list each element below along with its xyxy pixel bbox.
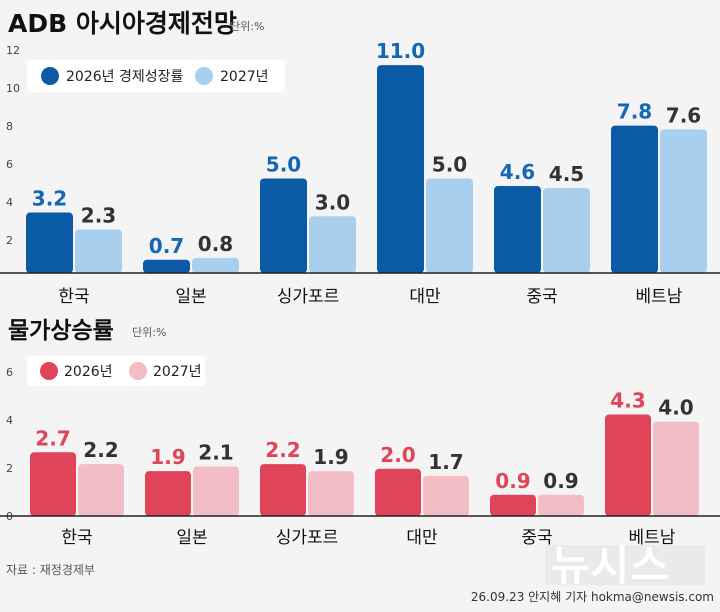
gdp-value-label: 2.3 [81, 204, 116, 228]
cpi-chart-unit: 단위:% [132, 326, 166, 339]
cpi-bars: 2.7 2.2 한국 1.9 2.1 일본 2.2 1.9 싱가포르 2.0 1.7 대만 0.9 0.9… [30, 389, 699, 548]
gdp-value-label: 4.5 [549, 162, 584, 186]
gdp-category-label: 일본 [175, 287, 206, 307]
gdp-y-tick: 2 [6, 234, 13, 247]
gdp-value-label: 4.6 [500, 160, 535, 184]
watermark: 뉴시스 [545, 541, 705, 590]
cpi-category-label: 베트남 [629, 528, 676, 548]
gdp-category-label: 베트남 [636, 287, 683, 307]
cpi-bar [193, 466, 239, 516]
gdp-bar [260, 178, 307, 273]
cpi-category-label: 대만 [406, 528, 438, 548]
cpi-bar [78, 464, 124, 516]
gdp-legend-label-2026: 2026년 경제성장률 [66, 69, 183, 85]
cpi-bar [605, 414, 651, 516]
gdp-y-tick: 4 [6, 196, 13, 209]
cpi-value-label: 1.7 [428, 450, 463, 474]
gdp-y-tick: 10 [6, 82, 20, 95]
gdp-y-tick: 12 [6, 44, 20, 57]
gdp-value-label: 3.2 [32, 187, 67, 211]
gdp-y-axis: 2 4 6 8 10 12 [6, 44, 20, 247]
gdp-value-label: 5.0 [432, 153, 467, 177]
gdp-y-tick: 6 [6, 158, 13, 171]
cpi-y-tick: 2 [6, 462, 13, 475]
gdp-bar [660, 129, 707, 273]
watermark-text: 뉴시스 [551, 541, 670, 590]
cpi-chart-title: 물가상승률 [8, 318, 114, 344]
gdp-value-label: 7.6 [666, 103, 701, 127]
cpi-bar [538, 494, 584, 516]
cpi-category-label: 싱가포르 [276, 528, 339, 548]
cpi-category-label: 일본 [176, 528, 207, 548]
cpi-legend-swatch-2027 [129, 362, 147, 380]
gdp-category-label: 대만 [409, 287, 441, 307]
gdp-bar [611, 125, 658, 273]
cpi-value-label: 2.2 [83, 438, 118, 462]
cpi-bar [30, 452, 76, 516]
cpi-value-label: 2.2 [265, 438, 300, 462]
cpi-bar [145, 471, 191, 516]
gdp-bar [26, 212, 73, 273]
cpi-y-tick: 6 [6, 366, 13, 379]
gdp-legend-swatch-2027 [195, 67, 213, 85]
gdp-category-label: 싱가포르 [277, 287, 340, 307]
cpi-bar [260, 464, 306, 516]
cpi-legend-label-2027: 2027년 [153, 364, 202, 380]
gdp-bar [192, 257, 239, 273]
cpi-legend-label-2026: 2026년 [64, 364, 113, 380]
gdp-category-label: 중국 [526, 287, 557, 307]
gdp-bar [426, 178, 473, 273]
gdp-legend-box [27, 60, 285, 92]
gdp-y-tick: 8 [6, 120, 13, 133]
gdp-bars: 3.2 2.3 한국 0.7 0.8 일본 5.0 3.0 싱가포르 11.0 5.0 대만 4.6 4.… [26, 39, 707, 307]
cpi-legend-box [27, 356, 205, 386]
gdp-bar [75, 229, 122, 273]
gdp-bar [309, 216, 356, 273]
cpi-bar [653, 421, 699, 516]
cpi-value-label: 1.9 [150, 445, 185, 469]
cpi-bar [308, 471, 354, 516]
gdp-bar [494, 186, 541, 273]
cpi-y-tick: 4 [6, 414, 13, 427]
source-note: 자료 : 재정경제부 [6, 563, 95, 577]
cpi-value-label: 0.9 [543, 469, 578, 493]
cpi-value-label: 2.1 [198, 440, 233, 464]
cpi-bar [423, 475, 469, 516]
gdp-legend: 2026년 경제성장률 2027년 [27, 60, 285, 92]
gdp-bar [543, 187, 590, 273]
cpi-legend-swatch-2026 [40, 362, 58, 380]
gdp-bar [377, 65, 424, 273]
gdp-category-label: 한국 [58, 287, 89, 307]
cpi-bar [490, 494, 536, 516]
gdp-value-label: 11.0 [376, 39, 425, 63]
credit-line: 26.09.23 안지혜 기자 hokma@newsis.com [471, 590, 714, 604]
cpi-value-label: 0.9 [495, 469, 530, 493]
gdp-legend-swatch-2026 [41, 67, 59, 85]
cpi-value-label: 1.9 [313, 445, 348, 469]
cpi-value-label: 4.3 [610, 389, 645, 413]
gdp-value-label: 5.0 [266, 153, 301, 177]
gdp-legend-label-2027: 2027년 [220, 69, 269, 85]
gdp-value-label: 3.0 [315, 190, 350, 214]
gdp-chart-unit: 단위:% [230, 20, 264, 33]
cpi-value-label: 2.7 [35, 426, 70, 450]
gdp-value-label: 0.8 [198, 232, 233, 256]
cpi-category-label: 중국 [521, 528, 552, 548]
gdp-chart-title: ADB 아시아경제전망 [8, 9, 237, 38]
gdp-bar [143, 259, 190, 273]
cpi-value-label: 2.0 [380, 443, 415, 467]
cpi-value-label: 4.0 [658, 396, 693, 420]
cpi-legend: 2026년 2027년 [27, 356, 205, 386]
cpi-bar [375, 468, 421, 516]
gdp-value-label: 7.8 [617, 100, 652, 124]
watermark-plate [545, 545, 705, 585]
gdp-value-label: 0.7 [149, 234, 184, 258]
cpi-category-label: 한국 [61, 528, 92, 548]
